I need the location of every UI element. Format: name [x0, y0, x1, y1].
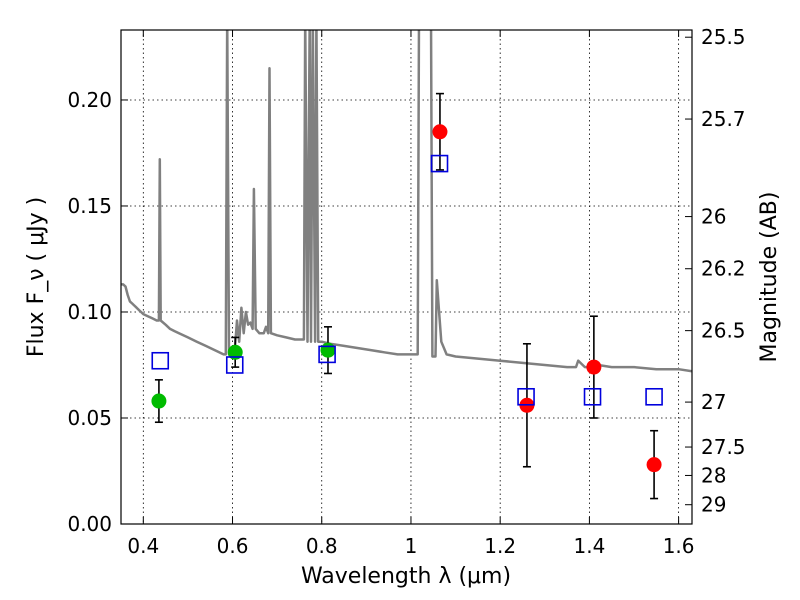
- error-bars: [154, 92, 659, 500]
- model-square-point: [151, 351, 170, 370]
- right-tick-label: 26.5: [701, 319, 746, 343]
- right-tick-label: 27: [701, 390, 726, 414]
- y-axis-label: Flux F_ν ( μJy ): [24, 197, 49, 357]
- model-square-point: [517, 387, 535, 406]
- model-spectrum-line: [121, 30, 692, 373]
- y-tick-label: 0.05: [67, 406, 112, 430]
- right-tick-label: 28: [701, 463, 726, 487]
- x-tick-label: 0.8: [306, 534, 338, 558]
- model-square-point: [430, 154, 449, 173]
- x-tick-label: 1: [405, 534, 418, 558]
- model-square-point: [225, 356, 244, 374]
- right-tick-label: 26: [701, 205, 726, 229]
- x-tick-label: 1.2: [484, 534, 516, 558]
- green-data-point: [151, 393, 167, 409]
- red-data-point: [586, 359, 602, 375]
- plot-frame: [120, 29, 693, 525]
- x-axis-label: Wavelength λ (μm): [301, 564, 511, 589]
- model-square-point: [318, 345, 336, 364]
- model-square-point: [645, 387, 663, 406]
- data-points: [151, 124, 663, 473]
- y-tick-label: 0.10: [67, 300, 112, 324]
- red-data-point: [432, 124, 448, 140]
- green-data-point: [227, 344, 243, 360]
- right-tick-label: 25.5: [701, 25, 746, 49]
- x-tick-label: 0.4: [127, 534, 159, 558]
- right-tick-label: 27.5: [701, 435, 746, 459]
- y-tick-label: 0.15: [67, 194, 112, 218]
- x-tick-label: 1.6: [663, 534, 695, 558]
- red-data-point: [646, 457, 662, 473]
- right-tick-label: 25.7: [701, 107, 746, 131]
- grid: [121, 30, 692, 525]
- right-tick-label: 26.2: [701, 257, 746, 281]
- green-data-point: [320, 342, 336, 358]
- y-tick-label: 0.00: [67, 512, 112, 536]
- y-tick-label: 0.20: [67, 88, 112, 112]
- right-tick-label: 29: [701, 493, 726, 517]
- x-tick-label: 0.6: [217, 534, 249, 558]
- y-axis-label-right: Magnitude (AB): [757, 192, 782, 363]
- plot-area: [121, 30, 692, 500]
- x-tick-label: 1.4: [573, 534, 605, 558]
- model-square-point: [583, 387, 602, 406]
- axis-ticks: 0.4 0.6 0.8 1 1.2 1.4 1.6 0.00 0.05 0.10 0.15 0.20 2…: [67, 25, 745, 558]
